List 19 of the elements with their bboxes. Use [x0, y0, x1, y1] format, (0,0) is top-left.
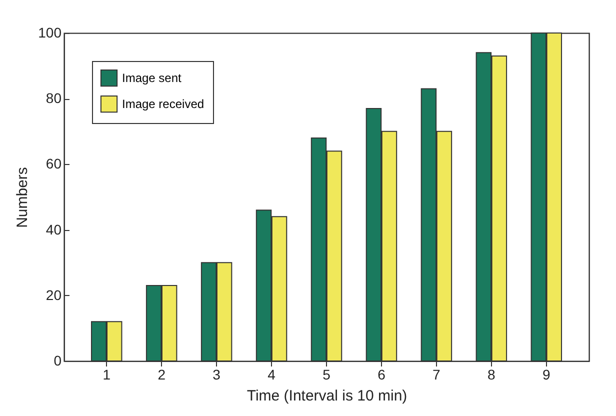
x-tick-label: 5 — [322, 366, 331, 382]
y-tick-label: 20 — [46, 286, 62, 303]
x-tick-label: 8 — [488, 366, 496, 382]
y-tick-label: 0 — [54, 352, 62, 368]
x-axis-title: Time (Interval is 10 min) — [246, 388, 408, 404]
x-tick-label: 4 — [268, 366, 276, 382]
y-tick-label: 40 — [46, 221, 62, 238]
x-tick-label: 3 — [212, 366, 221, 382]
y-tick-label: 60 — [46, 156, 62, 172]
y-tick-label: 100 — [38, 24, 62, 40]
legend-label: Image received — [122, 97, 204, 111]
y-axis-title: Numbers — [14, 167, 32, 228]
x-tick-label: 6 — [378, 366, 386, 382]
legend-label: Image sent — [122, 71, 182, 85]
x-tick-label: 7 — [432, 366, 441, 382]
x-tick-label: 9 — [542, 366, 550, 382]
x-tick-label: 1 — [102, 366, 111, 382]
x-tick-label: 2 — [158, 366, 166, 382]
y-tick-label: 80 — [46, 90, 62, 106]
